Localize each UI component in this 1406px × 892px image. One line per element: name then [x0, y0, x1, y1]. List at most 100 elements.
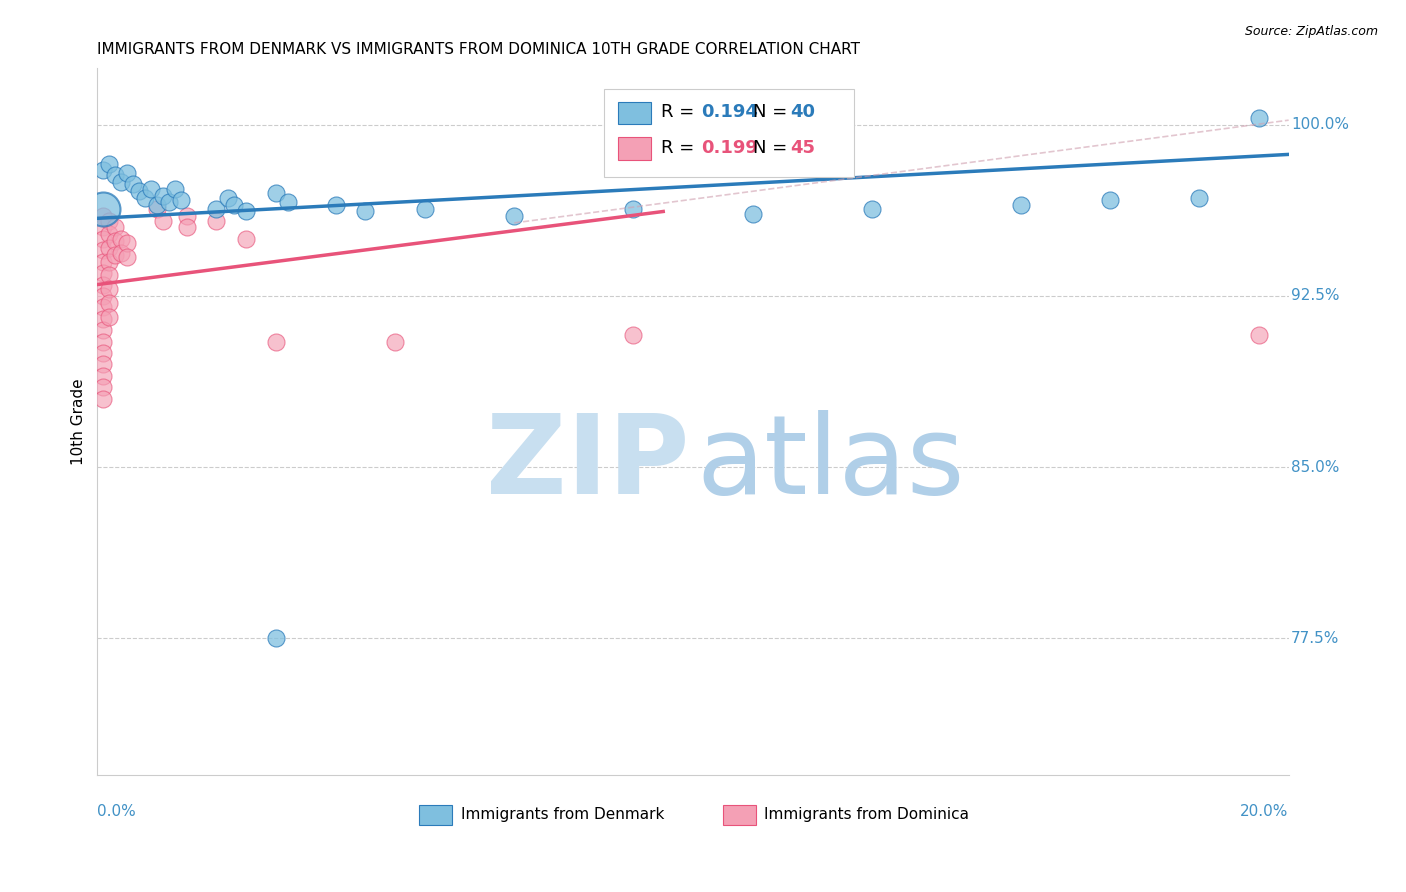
Text: 0.194: 0.194: [702, 103, 758, 121]
Text: Immigrants from Denmark: Immigrants from Denmark: [461, 807, 664, 822]
FancyBboxPatch shape: [603, 89, 853, 178]
Point: [91, 368, 114, 383]
Text: ZIP: ZIP: [486, 410, 689, 517]
Text: R =: R =: [661, 103, 700, 121]
Point: [91, 323, 114, 337]
Text: 77.5%: 77.5%: [1291, 631, 1340, 646]
Point: [115, 166, 138, 180]
Point: [91, 289, 114, 303]
Text: Immigrants from Dominica: Immigrants from Dominica: [765, 807, 970, 822]
Point: [98, 310, 121, 324]
Text: 0.199: 0.199: [702, 138, 758, 157]
FancyBboxPatch shape: [419, 805, 453, 825]
Point: [122, 177, 145, 191]
Point: [264, 334, 287, 349]
Point: [91, 380, 114, 394]
Text: 40: 40: [790, 103, 815, 121]
Point: [98, 254, 121, 268]
Point: [1098, 193, 1121, 207]
Point: [152, 188, 174, 202]
Point: [503, 209, 526, 223]
Point: [623, 202, 645, 217]
Point: [176, 209, 198, 223]
Point: [152, 213, 174, 227]
Point: [98, 156, 121, 170]
FancyBboxPatch shape: [723, 805, 756, 825]
Point: [115, 236, 138, 251]
Point: [146, 197, 169, 211]
Text: 85.0%: 85.0%: [1291, 459, 1340, 475]
Y-axis label: 10th Grade: 10th Grade: [72, 378, 86, 465]
Point: [157, 195, 180, 210]
Point: [91, 220, 114, 235]
Point: [1247, 327, 1270, 342]
Point: [98, 227, 121, 242]
Point: [104, 168, 127, 182]
Point: [91, 163, 114, 178]
Point: [1188, 191, 1211, 205]
Point: [1247, 111, 1270, 125]
Point: [104, 220, 127, 235]
Point: [264, 186, 287, 201]
Point: [224, 197, 246, 211]
Text: atlas: atlas: [696, 410, 965, 517]
Point: [146, 202, 169, 217]
Point: [163, 181, 186, 195]
Point: [110, 175, 132, 189]
Point: [205, 213, 228, 227]
Point: [91, 334, 114, 349]
Point: [384, 334, 406, 349]
Point: [134, 191, 156, 205]
Point: [91, 277, 114, 292]
Point: [176, 220, 198, 235]
FancyBboxPatch shape: [619, 137, 651, 160]
Text: Source: ZipAtlas.com: Source: ZipAtlas.com: [1244, 25, 1378, 38]
Point: [110, 232, 132, 246]
Text: 45: 45: [790, 138, 815, 157]
Point: [91, 346, 114, 360]
Point: [91, 311, 114, 326]
Point: [264, 632, 287, 646]
Point: [98, 213, 121, 227]
Point: [91, 202, 114, 217]
Point: [139, 181, 162, 195]
Point: [91, 301, 114, 315]
Point: [623, 327, 645, 342]
Point: [741, 207, 763, 221]
Point: [170, 193, 193, 207]
Point: [277, 195, 299, 210]
Text: 100.0%: 100.0%: [1291, 117, 1348, 132]
Point: [1010, 197, 1032, 211]
Point: [98, 241, 121, 255]
Point: [98, 295, 121, 310]
Text: 0.0%: 0.0%: [97, 804, 136, 819]
Point: [91, 254, 114, 268]
Text: 20.0%: 20.0%: [1240, 804, 1289, 819]
Point: [91, 232, 114, 246]
Point: [205, 202, 228, 217]
FancyBboxPatch shape: [619, 102, 651, 124]
Text: N =: N =: [752, 138, 793, 157]
Point: [104, 234, 127, 248]
Point: [860, 202, 883, 217]
Point: [104, 248, 127, 262]
Point: [98, 268, 121, 283]
Point: [98, 282, 121, 296]
Text: R =: R =: [661, 138, 700, 157]
Text: 92.5%: 92.5%: [1291, 288, 1340, 303]
Point: [235, 232, 257, 246]
Text: IMMIGRANTS FROM DENMARK VS IMMIGRANTS FROM DOMINICA 10TH GRADE CORRELATION CHART: IMMIGRANTS FROM DENMARK VS IMMIGRANTS FR…: [97, 42, 860, 57]
Point: [115, 250, 138, 264]
Point: [91, 392, 114, 406]
Point: [91, 209, 114, 223]
Point: [217, 191, 239, 205]
Point: [91, 266, 114, 280]
Point: [354, 204, 377, 219]
Point: [91, 358, 114, 372]
Text: N =: N =: [752, 103, 793, 121]
Point: [235, 204, 257, 219]
Point: [325, 197, 347, 211]
Point: [110, 245, 132, 260]
Point: [413, 202, 436, 217]
Point: [128, 184, 150, 198]
